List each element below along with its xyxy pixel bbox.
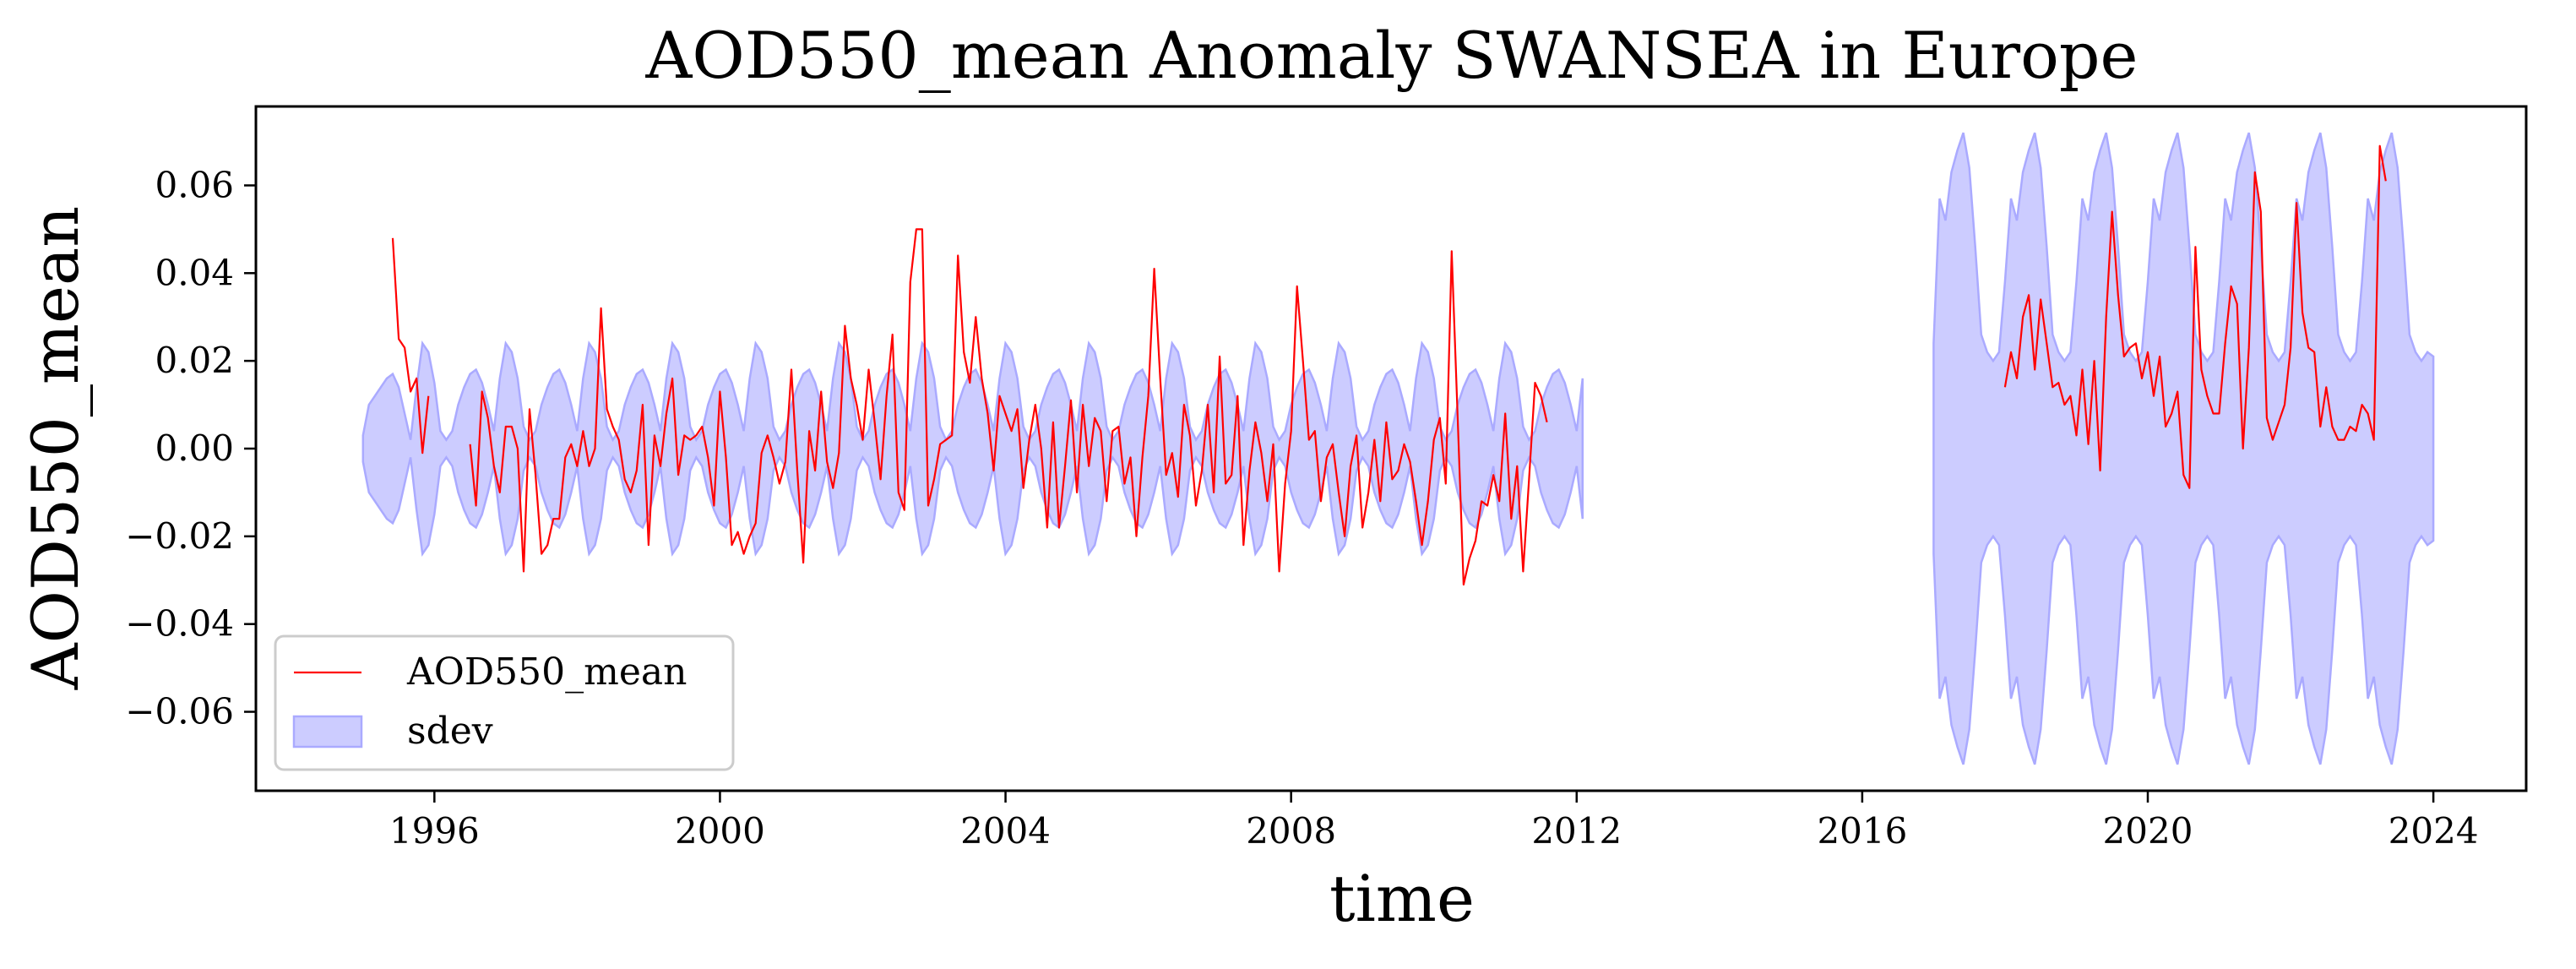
x-tick-label: 2016 <box>1817 810 1907 852</box>
y-tick-label: −0.02 <box>125 515 234 557</box>
x-tick-label: 2012 <box>1531 810 1622 852</box>
legend-entry-aod550-mean: AOD550_mean <box>406 651 687 694</box>
aod550-mean-line-segment-2 <box>469 228 1548 586</box>
x-tick-label: 2024 <box>2389 810 2479 852</box>
legend: AOD550_mean sdev <box>274 634 735 771</box>
x-tick-label: 2004 <box>960 810 1051 852</box>
y-tick-label: 0.02 <box>155 340 234 381</box>
y-axis: 0.06 0.04 0.02 0.00 −0.02 −0.04 −0.06 <box>125 164 256 732</box>
aod550-mean-line-segment-3 <box>2003 144 2387 489</box>
y-tick-label: 0.06 <box>155 164 234 205</box>
x-tick-label: 1996 <box>389 810 480 852</box>
legend-box <box>274 634 735 771</box>
y-axis-label: AOD550_mean <box>18 206 93 691</box>
legend-sdev-swatch <box>292 715 363 749</box>
y-tick-label: −0.04 <box>125 603 234 645</box>
chart-title: AOD550_mean Anomaly SWANSEA in Europe <box>645 18 2139 93</box>
y-tick-label: 0.04 <box>155 252 234 293</box>
legend-entry-sdev: sdev <box>407 710 493 753</box>
x-axis: 1996 2000 2004 2008 2012 2016 2020 2024 <box>389 791 2479 852</box>
sdev-band-segment-2 <box>1932 132 2435 765</box>
aod550-mean-line-segment-1 <box>391 237 430 455</box>
plot-area <box>361 132 2435 765</box>
y-tick-label: 0.00 <box>155 427 234 469</box>
y-tick-label: −0.06 <box>125 691 234 732</box>
x-tick-label: 2020 <box>2103 810 2193 852</box>
x-tick-label: 2000 <box>675 810 765 852</box>
sdev-band-segment-1 <box>361 340 1584 557</box>
x-axis-label: time <box>1329 861 1475 936</box>
x-tick-label: 2008 <box>1246 810 1336 852</box>
